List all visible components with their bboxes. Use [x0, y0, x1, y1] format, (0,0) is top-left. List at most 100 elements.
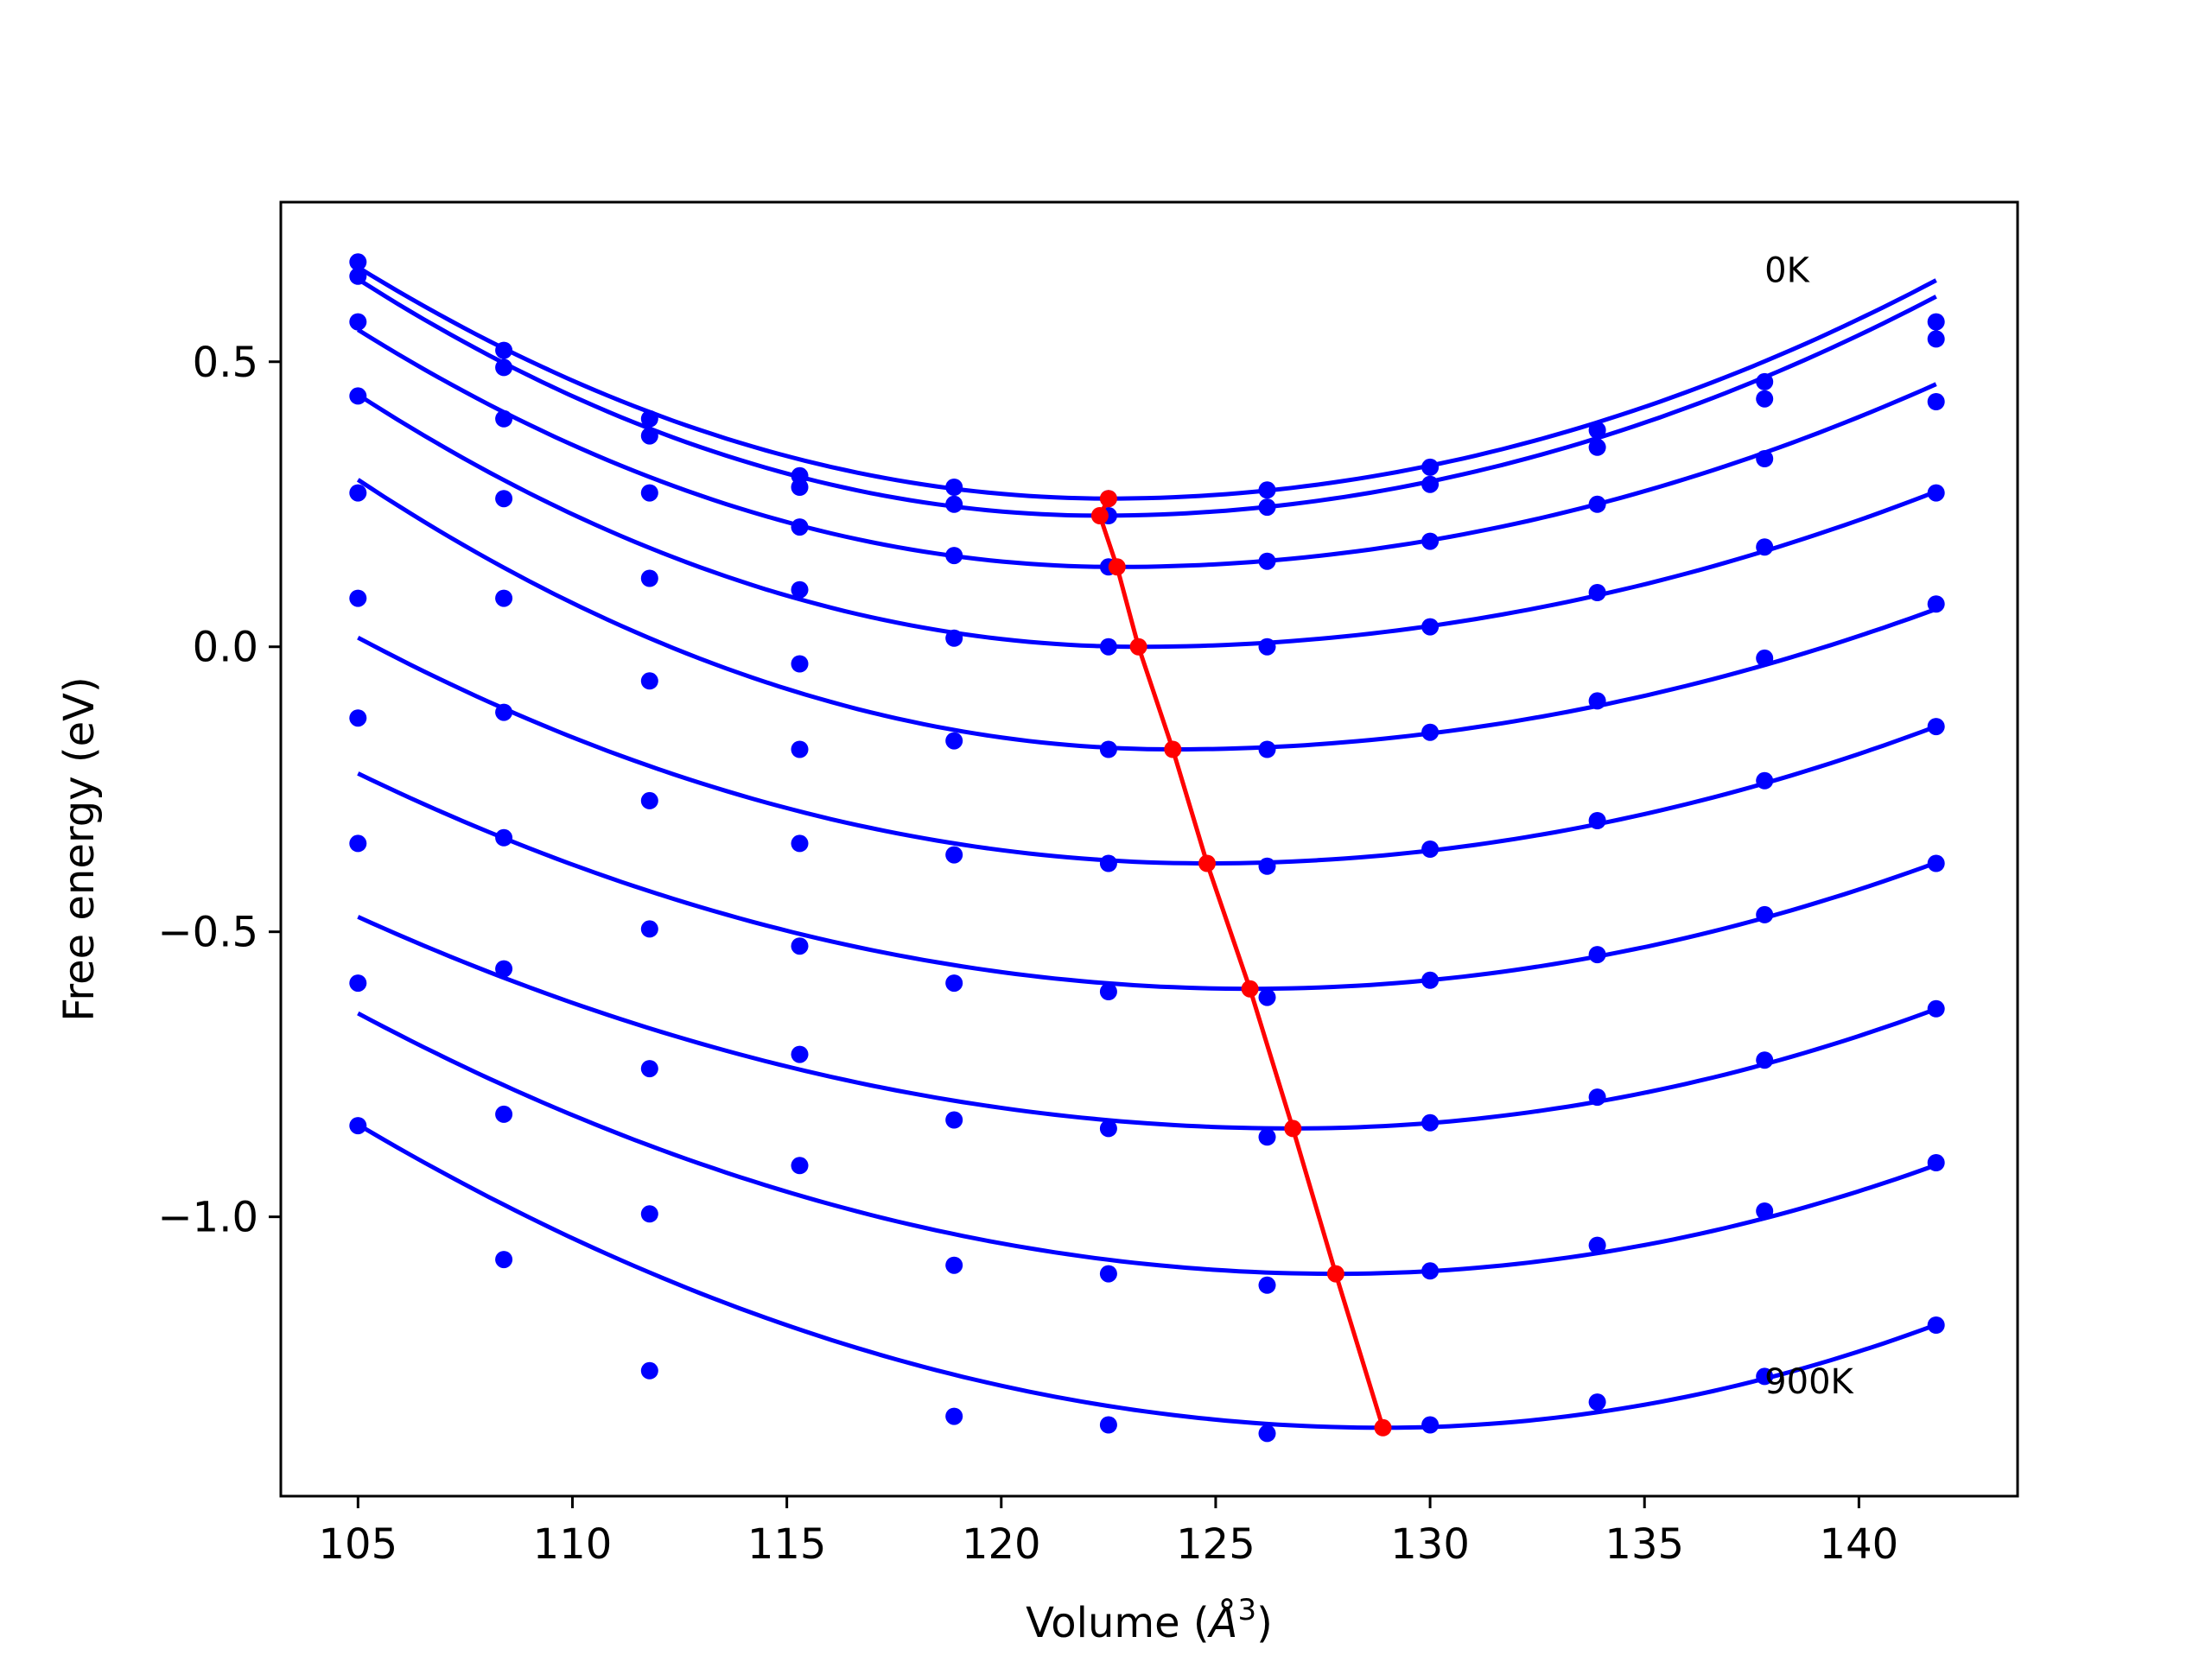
data-point — [791, 580, 809, 599]
data-point — [349, 1117, 367, 1135]
data-point — [945, 732, 963, 750]
y-axis: 0.5 0.0 −0.5 −1.0 — [157, 339, 281, 1242]
data-point — [495, 409, 513, 428]
minimum-point — [1326, 1265, 1344, 1283]
data-point — [1756, 390, 1774, 408]
data-point — [349, 834, 367, 853]
data-point — [640, 1361, 658, 1380]
data-point — [1421, 723, 1440, 741]
data-point — [1588, 692, 1606, 710]
data-point — [945, 1407, 963, 1425]
minimum-line — [1090, 490, 1392, 1437]
fit-curve — [357, 1122, 1937, 1430]
data-point — [1927, 484, 1945, 502]
fit-curve — [357, 265, 1937, 501]
x-tick-label: 115 — [747, 1520, 827, 1569]
x-axis-unit-exponent: 3 — [1237, 1593, 1256, 1627]
data-point — [1588, 422, 1606, 439]
data-point — [791, 518, 809, 536]
x-tick-label: 110 — [533, 1520, 613, 1569]
data-point — [640, 569, 658, 587]
temperature-annotation: 900K — [1764, 1362, 1854, 1402]
data-point — [791, 1045, 809, 1063]
y-tick-label: 0.0 — [193, 624, 258, 672]
data-point — [1756, 1202, 1774, 1220]
data-point — [1421, 532, 1440, 550]
data-point — [640, 409, 658, 428]
plot-frame — [279, 200, 2019, 1498]
minimum-point — [1198, 854, 1216, 872]
data-point — [1421, 618, 1440, 636]
annotations: 0K 900K — [1764, 251, 1854, 1402]
data-point — [640, 920, 658, 938]
y-axis-label: Free energy (eV) — [55, 676, 104, 1021]
data-point — [1258, 857, 1276, 875]
data-point — [640, 672, 658, 690]
x-tick-label: 125 — [1176, 1520, 1255, 1569]
data-point — [495, 1105, 513, 1123]
data-point — [1927, 393, 1945, 410]
data-point — [1927, 1316, 1945, 1334]
y-tick-label: −0.5 — [157, 909, 258, 957]
data-point — [349, 387, 367, 405]
data-point — [791, 1157, 809, 1175]
data-point — [1258, 481, 1276, 499]
data-point — [1756, 1367, 1774, 1386]
data-point — [945, 974, 963, 993]
data-point — [1421, 475, 1440, 493]
data-point — [1258, 740, 1276, 758]
x-axis-unit: Å — [1207, 1598, 1238, 1647]
fit-curve — [357, 771, 1937, 992]
data-point — [1421, 1416, 1440, 1434]
data-point — [1588, 584, 1606, 601]
data-point — [1588, 1088, 1606, 1107]
minimum-point — [1099, 490, 1117, 508]
data-point — [495, 828, 513, 847]
data-point — [1756, 372, 1774, 390]
data-point — [1258, 1276, 1276, 1294]
data-point — [1421, 841, 1440, 858]
data-point — [1588, 438, 1606, 456]
data-point — [1258, 1424, 1276, 1443]
fit-curve — [357, 1011, 1937, 1277]
fit-curve — [356, 327, 1937, 569]
fit-curve — [357, 915, 1937, 1131]
data-point — [1756, 905, 1774, 923]
data-point — [1756, 771, 1774, 790]
data-point — [1927, 999, 1945, 1018]
x-axis: 105 110 115 120 125 130 135 140 — [319, 1496, 1898, 1569]
data-point — [1756, 450, 1774, 467]
minimum-line-path — [1097, 498, 1385, 1429]
data-point — [1927, 718, 1945, 736]
data-point — [1927, 330, 1945, 348]
data-point — [945, 629, 963, 647]
x-tick-label: 130 — [1390, 1520, 1470, 1569]
data-point — [1588, 495, 1606, 513]
data-point — [1588, 1236, 1606, 1254]
data-point — [495, 703, 513, 721]
data-point — [945, 495, 963, 513]
data-point — [1258, 1128, 1276, 1146]
data-point — [1099, 1120, 1117, 1138]
x-tick-label: 135 — [1605, 1520, 1684, 1569]
data-point — [1099, 740, 1117, 758]
data-point — [791, 655, 809, 673]
data-point — [640, 791, 658, 809]
data-point — [945, 479, 963, 496]
data-point — [349, 313, 367, 331]
data-point — [349, 974, 367, 993]
minimum-point — [1284, 1120, 1302, 1138]
data-point — [1756, 649, 1774, 667]
data-point — [1258, 638, 1276, 656]
data-point — [945, 1256, 963, 1274]
data-point — [1258, 988, 1276, 1006]
data-point — [1927, 313, 1945, 331]
data-point — [1756, 538, 1774, 556]
y-tick-label: 0.5 — [193, 339, 258, 387]
data-point — [349, 267, 367, 285]
fit-curve — [357, 635, 1937, 866]
data-point — [1588, 946, 1606, 964]
data-point — [1099, 1416, 1117, 1434]
data-point — [791, 740, 809, 758]
data-point — [349, 253, 367, 271]
